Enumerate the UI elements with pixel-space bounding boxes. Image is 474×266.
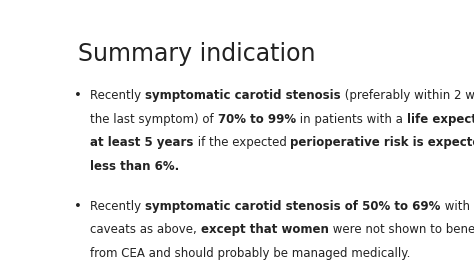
Text: Recently: Recently — [91, 200, 146, 213]
Text: (preferably within 2 weeks of: (preferably within 2 weeks of — [341, 89, 474, 102]
Text: in patients with a: in patients with a — [296, 113, 407, 126]
Text: except that women: except that women — [201, 223, 329, 236]
Text: symptomatic carotid stenosis of 50% to 69%: symptomatic carotid stenosis of 50% to 6… — [146, 200, 441, 213]
Text: symptomatic carotid stenosis: symptomatic carotid stenosis — [146, 89, 341, 102]
Text: caveats as above,: caveats as above, — [91, 223, 201, 236]
Text: Summary indication: Summary indication — [78, 42, 315, 66]
Text: were not shown to benefit: were not shown to benefit — [329, 223, 474, 236]
Text: life expectancy of: life expectancy of — [407, 113, 474, 126]
Text: with the same: with the same — [441, 200, 474, 213]
Text: less than 6%.: less than 6%. — [91, 160, 180, 173]
Text: 70% to 99%: 70% to 99% — [218, 113, 296, 126]
Text: perioperative risk is expected to be: perioperative risk is expected to be — [291, 136, 474, 149]
Text: from CEA and should probably be managed medically.: from CEA and should probably be managed … — [91, 247, 411, 260]
Text: at least 5 years: at least 5 years — [91, 136, 194, 149]
Text: the last symptom) of: the last symptom) of — [91, 113, 218, 126]
Text: Recently: Recently — [91, 89, 146, 102]
Text: •: • — [74, 89, 82, 102]
Text: •: • — [74, 200, 82, 213]
Text: if the expected: if the expected — [194, 136, 291, 149]
